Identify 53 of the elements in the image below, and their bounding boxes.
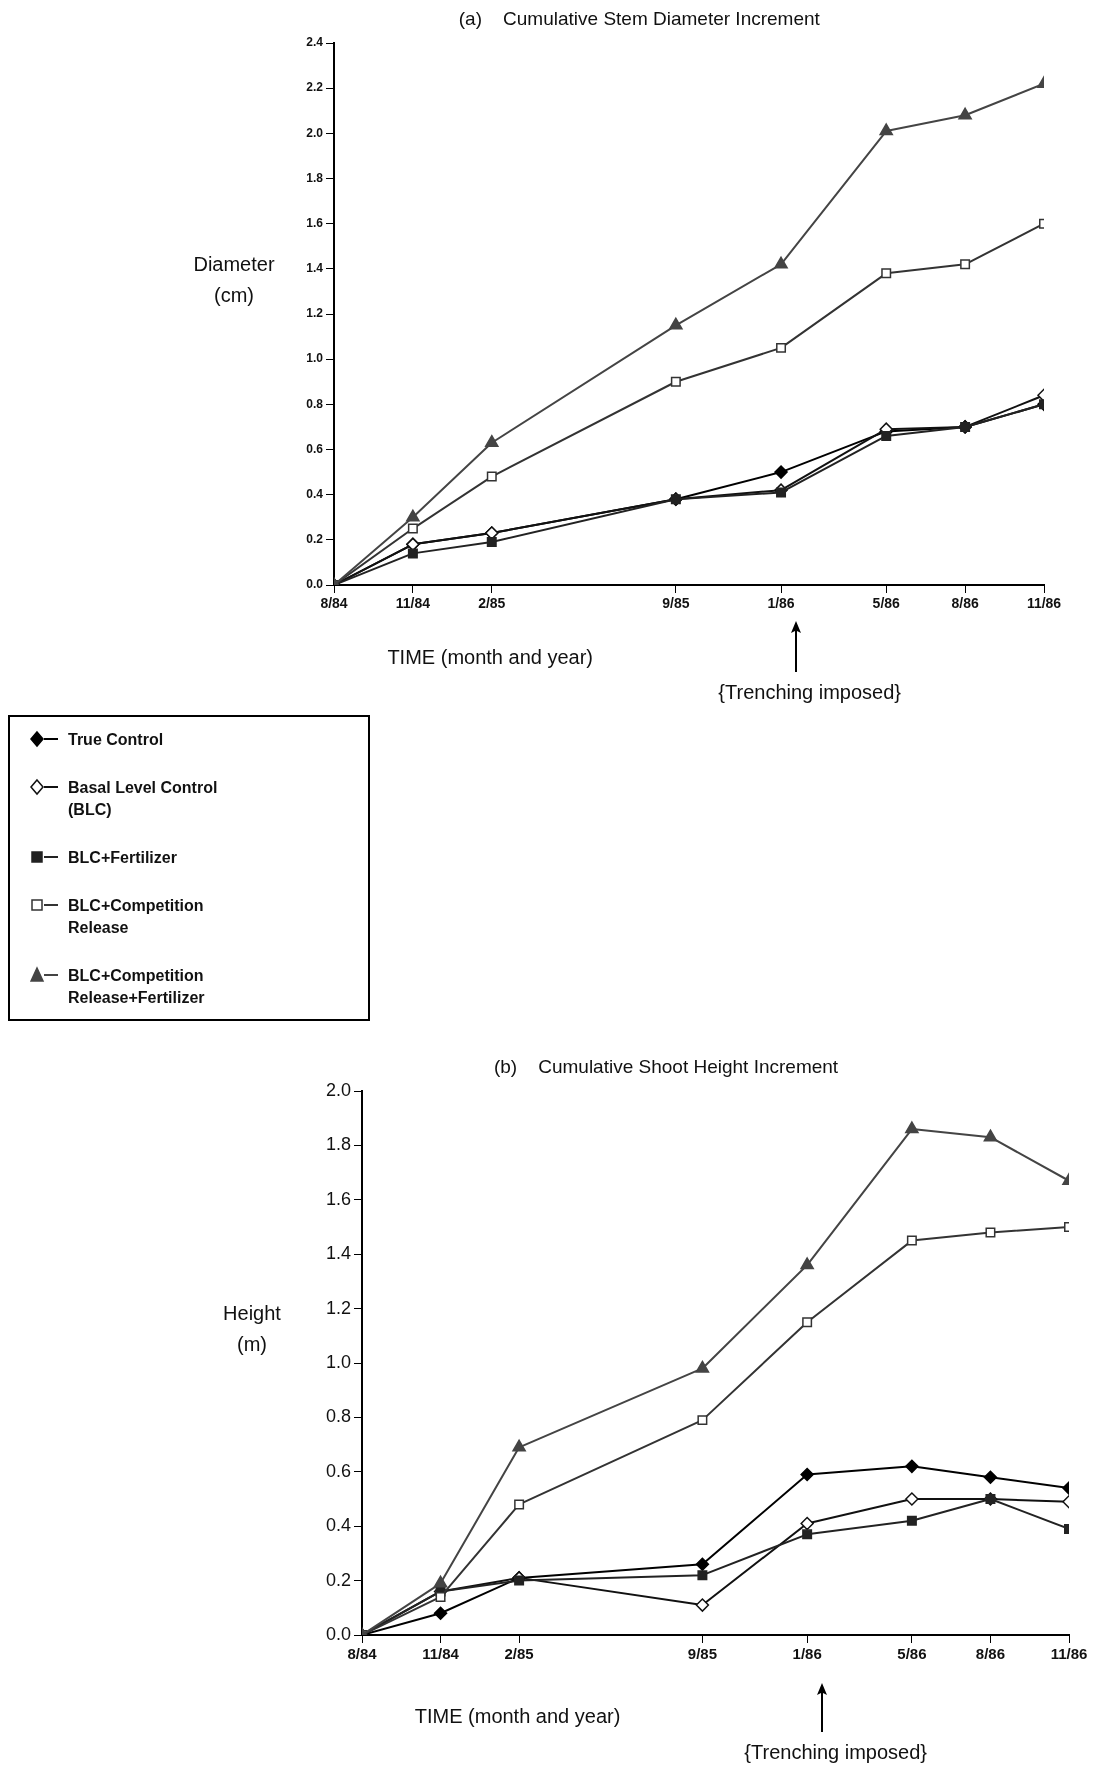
x-tick-label: 1/86 <box>767 595 795 612</box>
legend-label: True Control <box>68 730 164 750</box>
y-tick-label: 1.4 <box>325 1243 351 1264</box>
x-tick-label: 11/86 <box>1026 595 1062 612</box>
x-tick-label: 1/86 <box>792 1645 822 1663</box>
y-tick-label: 1.2 <box>306 306 324 321</box>
legend-label: BLC+Competition Release <box>68 896 205 938</box>
x-tick-label: 8/84 <box>320 595 348 612</box>
x-tick-label: 9/85 <box>687 1645 718 1663</box>
y-tick-label: 2.0 <box>325 1079 351 1100</box>
y-tick-label: 1.4 <box>306 261 324 276</box>
x-tick-label: 2/85 <box>478 595 506 612</box>
y-tick-label: 1.6 <box>325 1188 351 1209</box>
y-tick-label: 0.4 <box>306 486 324 501</box>
y-tick-label: 0.4 <box>325 1515 351 1536</box>
legend-label: Basal Level Control (BLC) <box>68 778 219 820</box>
x-axis-title: TIME (month and year) <box>387 645 594 668</box>
x-axis-title: TIME (month and year) <box>414 1704 621 1727</box>
y-tick-label: 0.8 <box>325 1406 351 1427</box>
y-tick-label: 0.6 <box>306 441 324 456</box>
y-axis-title: Diameter (cm) <box>193 253 275 307</box>
x-tick-label: 2/85 <box>504 1645 534 1663</box>
chart-title: (b) Cumulative Shoot Height Increment <box>493 1056 839 1078</box>
text: {Trenching imposed} <box>744 1740 928 1763</box>
x-tick-label: 11/86 <box>1050 1645 1088 1663</box>
text: {Trenching imposed} <box>718 680 902 703</box>
y-tick-label: 2.4 <box>306 35 324 50</box>
x-tick-label: 8/84 <box>347 1645 378 1663</box>
x-tick-label: 5/86 <box>872 595 901 612</box>
x-tick-label: 9/85 <box>662 595 690 612</box>
y-tick-label: 0.8 <box>306 396 324 411</box>
y-tick-label: 1.8 <box>325 1134 351 1155</box>
y-tick-label: 0.0 <box>306 577 324 592</box>
y-tick-label: 1.0 <box>306 351 324 366</box>
y-tick-label: 2.2 <box>306 80 324 95</box>
y-tick-label: 0.2 <box>306 532 324 547</box>
y-tick-label: 1.8 <box>306 170 324 185</box>
x-tick-label: 8/86 <box>975 1645 1006 1663</box>
y-tick-label: 0.0 <box>325 1623 351 1644</box>
legend-label: BLC+Fertilizer <box>68 848 177 868</box>
chart-title: (a) Cumulative Stem Diameter Increment <box>458 8 821 30</box>
y-tick-label: 2.0 <box>306 125 324 140</box>
x-tick-label: 5/86 <box>897 1645 927 1663</box>
y-tick-label: 1.0 <box>325 1351 351 1372</box>
y-tick-label: 1.6 <box>306 215 324 230</box>
y-tick-label: 1.2 <box>325 1297 351 1318</box>
x-tick-label: 11/84 <box>422 1645 460 1663</box>
y-tick-label: 0.6 <box>325 1460 351 1481</box>
legend-label: BLC+Competition Release+Fertilizer <box>68 966 206 1008</box>
x-tick-label: 11/84 <box>395 595 431 612</box>
y-axis-title: Height (m) <box>223 1302 282 1356</box>
y-tick-label: 0.2 <box>325 1569 351 1590</box>
x-tick-label: 8/86 <box>951 595 979 612</box>
